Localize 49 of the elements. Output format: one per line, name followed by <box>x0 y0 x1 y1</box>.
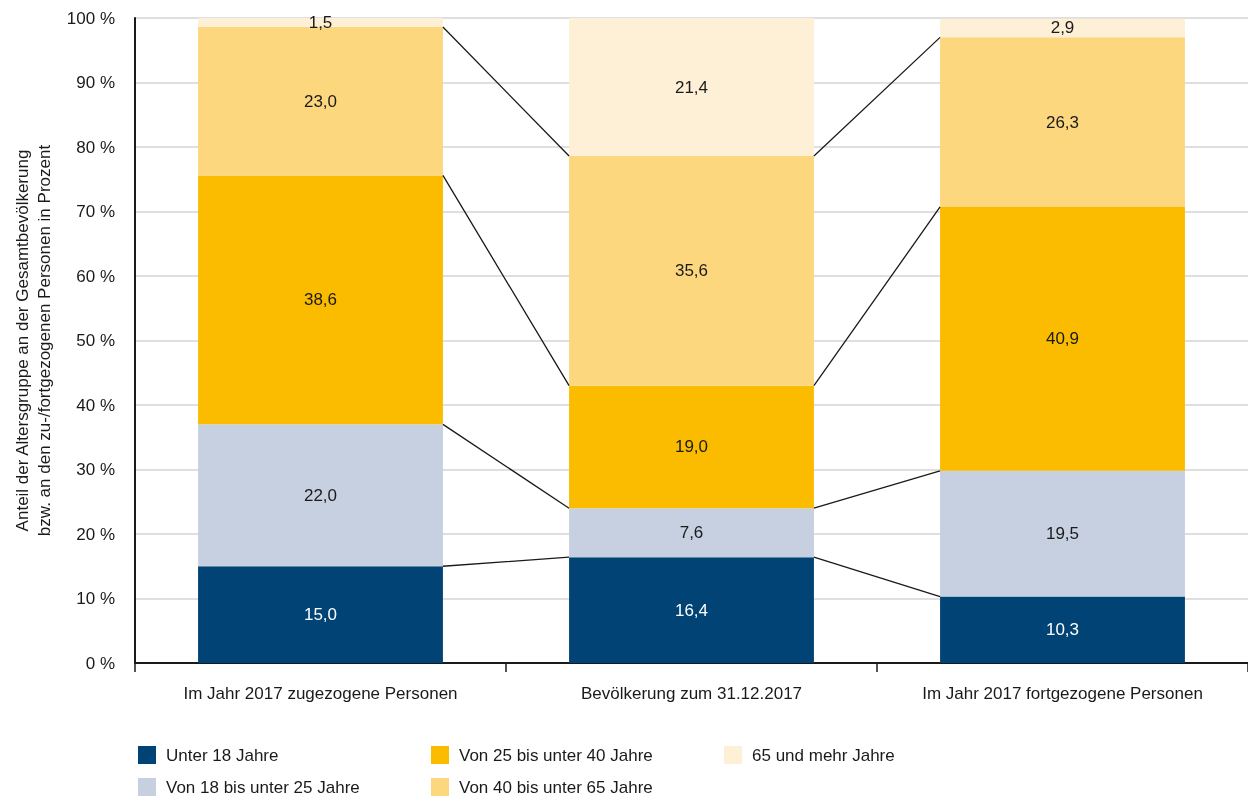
y-tick-label: 50 % <box>76 331 115 350</box>
bar <box>940 206 1185 471</box>
legend-label: Von 40 bis unter 65 Jahre <box>459 777 653 797</box>
bar <box>569 156 814 386</box>
data-label: 19,0 <box>674 437 709 457</box>
y-tick-label: 80 % <box>76 137 115 157</box>
bar <box>569 508 814 558</box>
data-label: 38,6 <box>303 290 338 310</box>
data-label: 7,6 <box>679 523 704 543</box>
bar <box>198 175 443 425</box>
data-label: 21,4 <box>674 77 709 97</box>
bar <box>198 566 443 663</box>
y-tick-label: 100 % <box>66 8 115 28</box>
y-tick-label: 70 % <box>76 202 115 221</box>
y-tick-label: 40 % <box>76 395 115 415</box>
data-label: 26,3 <box>1045 112 1080 132</box>
data-label: 22,0 <box>303 485 338 505</box>
y-tick-label: 90 % <box>76 73 115 92</box>
data-label: 16,4 <box>674 600 709 620</box>
y-tick-label: 30 % <box>76 460 115 479</box>
x-tick-label: Im Jahr 2017 zugezogene Personen <box>183 684 458 703</box>
data-label: 40,9 <box>1045 329 1080 349</box>
bar <box>940 596 1185 663</box>
bar <box>940 470 1185 597</box>
bar <box>569 18 814 157</box>
data-label: 19,5 <box>1045 524 1080 544</box>
bar <box>569 385 814 509</box>
y-tick-label: 10 % <box>76 589 115 608</box>
data-label: 10,3 <box>1045 620 1080 640</box>
legend-label: 65 und mehr Jahre <box>752 745 895 765</box>
bar <box>940 37 1185 207</box>
bar <box>940 18 1185 38</box>
y-tick-label: 20 % <box>76 524 115 544</box>
x-tick-label: Im Jahr 2017 fortgezogene Personen <box>922 684 1203 703</box>
data-label: 15,0 <box>303 605 338 625</box>
y-tick-label: 60 % <box>76 266 115 286</box>
bar <box>198 424 443 567</box>
bar <box>569 557 814 663</box>
data-label: 23,0 <box>303 91 338 111</box>
legend-label: Von 18 bis unter 25 Jahre <box>166 777 360 797</box>
x-tick-label: Bevölkerung zum 31.12.2017 <box>580 684 803 703</box>
data-label: 35,6 <box>674 261 709 281</box>
legend-label: Von 25 bis unter 40 Jahre <box>459 745 653 765</box>
data-label: 2,9 <box>1050 18 1075 38</box>
legend-label: Unter 18 Jahre <box>166 745 279 765</box>
data-label: 1,5 <box>308 13 333 33</box>
y-tick-label: 0 % <box>85 653 115 673</box>
bar <box>198 18 443 28</box>
y-axis-title: Anteil der Altersgruppe an der Gesamtbevölkerung bzw. an den zu-/fortgezogenen Personen in Prozent <box>12 144 54 537</box>
